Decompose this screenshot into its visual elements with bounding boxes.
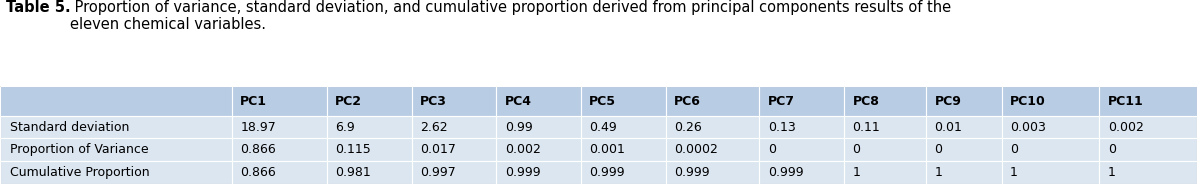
- Text: 0.999: 0.999: [505, 166, 540, 179]
- Text: Proportion of variance, standard deviation, and cumulative proportion derived fr: Proportion of variance, standard deviati…: [69, 0, 952, 32]
- Text: 0: 0: [767, 143, 776, 156]
- Text: 0.866: 0.866: [241, 166, 277, 179]
- Bar: [844, 161, 926, 184]
- Text: 0.997: 0.997: [420, 166, 456, 179]
- Text: 1: 1: [852, 166, 861, 179]
- Text: Cumulative Proportion: Cumulative Proportion: [10, 166, 150, 179]
- Bar: [581, 86, 666, 116]
- Text: PC9: PC9: [935, 95, 961, 108]
- Bar: [327, 161, 412, 184]
- Text: 0: 0: [1107, 143, 1116, 156]
- Bar: [497, 86, 581, 116]
- Bar: [926, 86, 1002, 116]
- Bar: [232, 139, 327, 161]
- Bar: [759, 116, 844, 139]
- Text: 0.981: 0.981: [335, 166, 371, 179]
- Bar: [497, 161, 581, 184]
- Text: 0.0002: 0.0002: [674, 143, 718, 156]
- Text: 0.002: 0.002: [505, 143, 541, 156]
- Text: 0.01: 0.01: [935, 121, 962, 134]
- Text: 18.97: 18.97: [241, 121, 277, 134]
- Text: 0.26: 0.26: [674, 121, 701, 134]
- Text: 0.13: 0.13: [767, 121, 796, 134]
- Bar: [759, 139, 844, 161]
- Bar: [1002, 86, 1099, 116]
- Bar: [666, 116, 759, 139]
- Text: PC10: PC10: [1010, 95, 1046, 108]
- Bar: [232, 116, 327, 139]
- Text: PC6: PC6: [674, 95, 700, 108]
- Bar: [497, 139, 581, 161]
- Text: Table 5.: Table 5.: [6, 0, 71, 15]
- Text: 0.003: 0.003: [1010, 121, 1046, 134]
- Bar: [844, 116, 926, 139]
- Bar: [412, 86, 497, 116]
- Bar: [1099, 161, 1197, 184]
- Text: 6.9: 6.9: [335, 121, 356, 134]
- Text: PC4: PC4: [505, 95, 531, 108]
- Bar: [1099, 139, 1197, 161]
- Bar: [926, 161, 1002, 184]
- Text: 0.999: 0.999: [589, 166, 625, 179]
- Text: PC11: PC11: [1107, 95, 1143, 108]
- Text: PC2: PC2: [335, 95, 363, 108]
- Text: Proportion of Variance: Proportion of Variance: [10, 143, 148, 156]
- Text: 0.999: 0.999: [674, 166, 710, 179]
- Bar: [666, 139, 759, 161]
- Bar: [581, 161, 666, 184]
- Text: 1: 1: [1107, 166, 1116, 179]
- Bar: [666, 161, 759, 184]
- Text: PC7: PC7: [767, 95, 795, 108]
- Bar: [759, 86, 844, 116]
- Bar: [327, 86, 412, 116]
- Text: 0: 0: [935, 143, 942, 156]
- Bar: [926, 139, 1002, 161]
- Bar: [327, 116, 412, 139]
- Bar: [926, 116, 1002, 139]
- Bar: [412, 161, 497, 184]
- Bar: [0, 116, 232, 139]
- Bar: [1002, 116, 1099, 139]
- Bar: [0, 161, 232, 184]
- Text: 0.017: 0.017: [420, 143, 456, 156]
- Bar: [844, 86, 926, 116]
- Bar: [1002, 139, 1099, 161]
- Text: PC8: PC8: [852, 95, 880, 108]
- Bar: [232, 86, 327, 116]
- Bar: [666, 86, 759, 116]
- Bar: [581, 139, 666, 161]
- Bar: [412, 139, 497, 161]
- Bar: [581, 116, 666, 139]
- Bar: [844, 139, 926, 161]
- Text: PC3: PC3: [420, 95, 446, 108]
- Text: 0.866: 0.866: [241, 143, 277, 156]
- Text: 0.11: 0.11: [852, 121, 880, 134]
- Bar: [412, 116, 497, 139]
- Text: 0.999: 0.999: [767, 166, 803, 179]
- Text: 0.001: 0.001: [589, 143, 625, 156]
- Bar: [759, 161, 844, 184]
- Text: 0.002: 0.002: [1107, 121, 1143, 134]
- Text: 0: 0: [852, 143, 861, 156]
- Text: 0.99: 0.99: [505, 121, 533, 134]
- Bar: [0, 139, 232, 161]
- Bar: [232, 161, 327, 184]
- Text: 1: 1: [935, 166, 942, 179]
- Text: 0.49: 0.49: [589, 121, 616, 134]
- Text: 0: 0: [1010, 143, 1017, 156]
- Bar: [1099, 86, 1197, 116]
- Text: 2.62: 2.62: [420, 121, 448, 134]
- Text: Standard deviation: Standard deviation: [10, 121, 129, 134]
- Bar: [0, 86, 232, 116]
- Text: PC1: PC1: [241, 95, 267, 108]
- Bar: [1002, 161, 1099, 184]
- Text: 0.115: 0.115: [335, 143, 371, 156]
- Bar: [1099, 116, 1197, 139]
- Text: PC5: PC5: [589, 95, 616, 108]
- Bar: [497, 116, 581, 139]
- Bar: [327, 139, 412, 161]
- Text: 1: 1: [1010, 166, 1017, 179]
